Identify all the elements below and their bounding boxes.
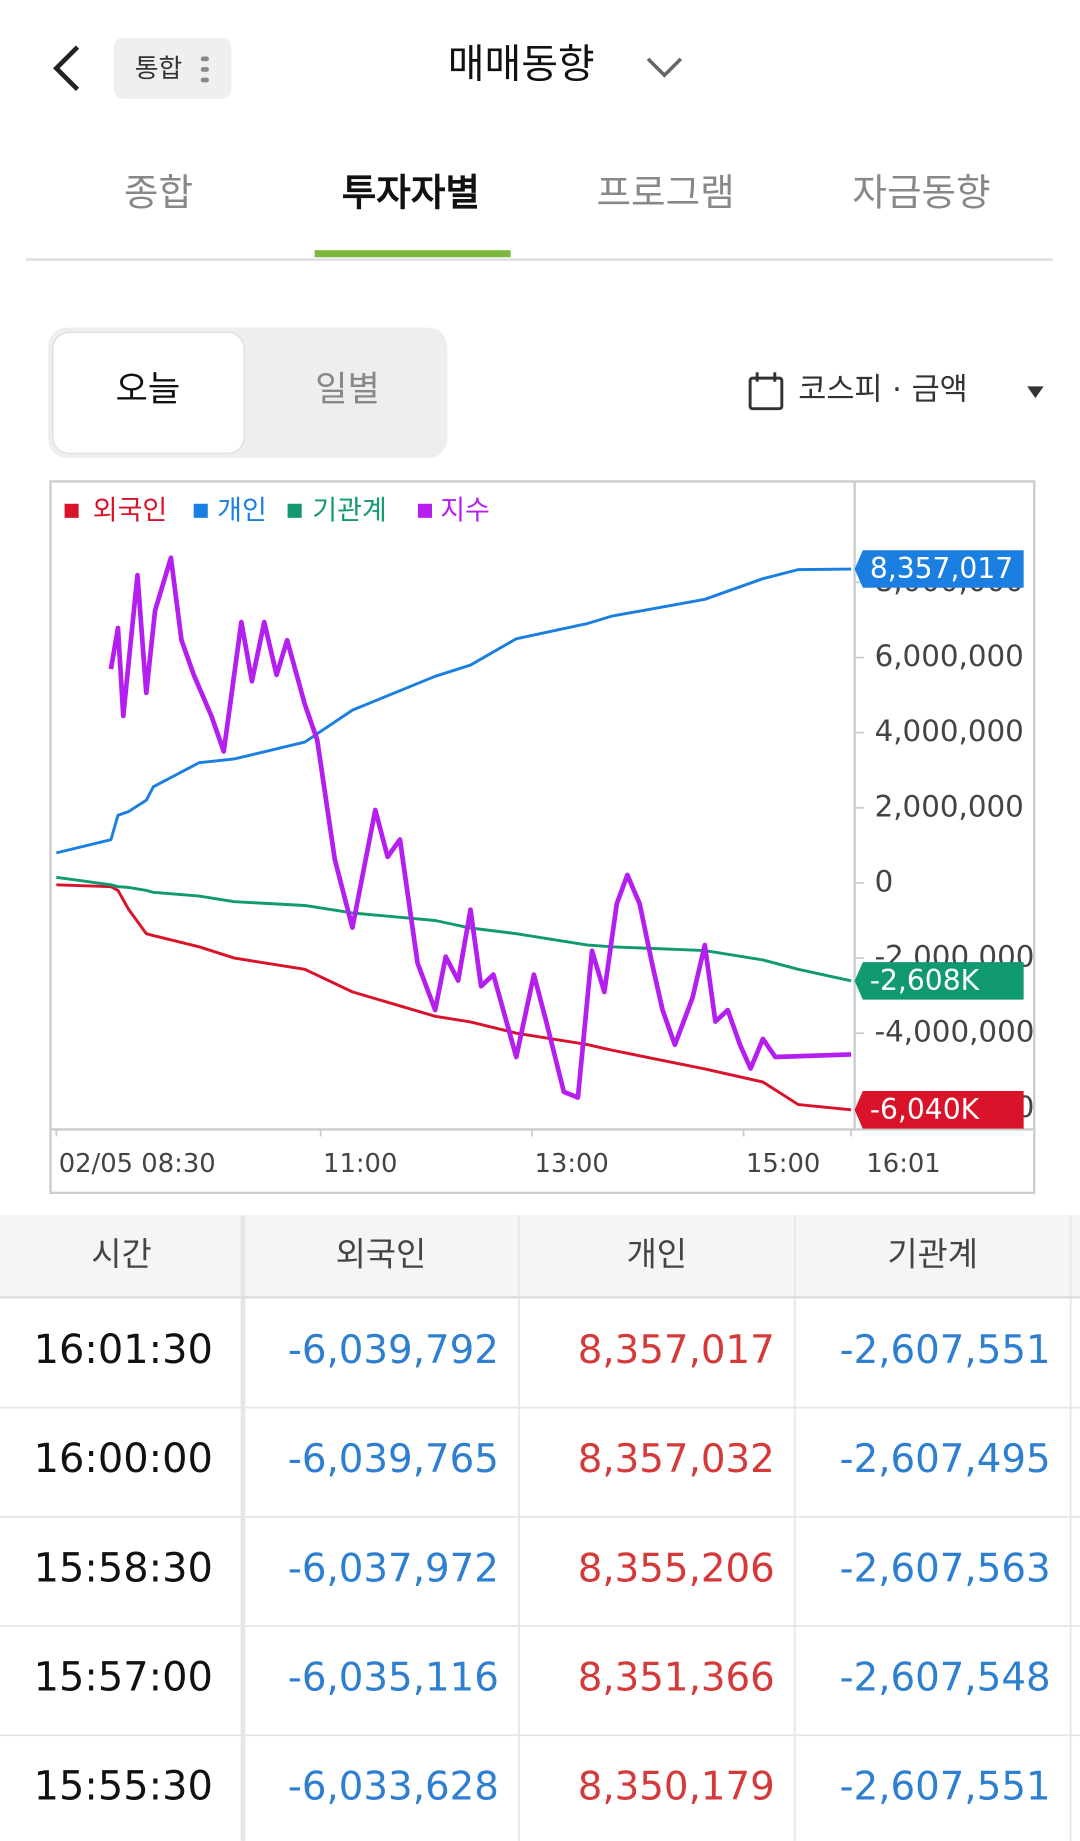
back-button[interactable] bbox=[53, 45, 80, 92]
value-cell: -2,607,548 bbox=[840, 1656, 1051, 1701]
column-header: 기관계 bbox=[887, 1235, 978, 1274]
time-cell: 15:57:00 bbox=[34, 1655, 213, 1701]
end-value-label: 8,357,017 bbox=[870, 552, 1013, 585]
table: 시간 외국인 개인 기관계 16:01:30 -6,039,792 8,357,017 -2,… bbox=[0, 1215, 1080, 1841]
series-line bbox=[56, 883, 852, 1112]
tab-underline bbox=[314, 250, 511, 258]
market-chip-label: 통합 bbox=[135, 54, 183, 84]
x-tick-label: 16:01 bbox=[866, 1149, 940, 1179]
time-cell: 16:01:30 bbox=[34, 1327, 213, 1373]
chart-frame bbox=[49, 480, 1036, 1195]
tab[interactable]: 종합 bbox=[124, 171, 193, 215]
y-tick-label: -4,000,000 bbox=[875, 1015, 1035, 1049]
tab[interactable]: 프로그램 bbox=[597, 171, 735, 215]
value-cell: -6,039,765 bbox=[288, 1437, 499, 1482]
period-options: 오늘 일별 bbox=[116, 369, 380, 410]
x-tick-label: 13:00 bbox=[534, 1149, 608, 1179]
calendar-icon bbox=[748, 372, 784, 411]
value-cell: -2,607,551 bbox=[840, 1328, 1051, 1373]
end-value-label: -6,040K bbox=[870, 1093, 981, 1126]
series-line bbox=[108, 555, 852, 1100]
column-header: 외국인 bbox=[336, 1235, 427, 1274]
market-chip[interactable] bbox=[113, 37, 232, 99]
series-line bbox=[56, 567, 852, 855]
legend-label: 지수 bbox=[440, 495, 490, 526]
selector-arrow[interactable] bbox=[1027, 386, 1044, 399]
chip-dots bbox=[200, 56, 209, 83]
market-selector[interactable]: 코스피 · 금액 bbox=[798, 373, 967, 408]
legend-label: 개인 bbox=[217, 495, 267, 526]
value-cell: -2,607,563 bbox=[840, 1546, 1051, 1591]
column-header: 개인 bbox=[627, 1235, 687, 1274]
column-header: 시간 bbox=[91, 1235, 151, 1274]
legend-label: 기관계 bbox=[312, 495, 387, 526]
value-cell: -6,037,972 bbox=[288, 1546, 499, 1591]
chart: 8,000,0006,000,0004,000,0002,000,0000-2,… bbox=[55, 495, 1035, 1179]
legend-swatch bbox=[193, 503, 208, 518]
end-value-badge bbox=[854, 550, 1024, 588]
value-cell: -6,039,792 bbox=[288, 1328, 499, 1373]
end-value-badge bbox=[854, 962, 1024, 1000]
value-cell: 8,357,017 bbox=[578, 1328, 775, 1373]
value-cell: 8,350,179 bbox=[578, 1765, 775, 1810]
value-cell: -6,035,116 bbox=[288, 1656, 499, 1701]
y-tick-label: 6,000,000 bbox=[875, 639, 1024, 673]
legend-swatch bbox=[417, 503, 432, 518]
legend-swatch bbox=[287, 503, 302, 518]
legend-swatch bbox=[64, 503, 79, 518]
y-tick-label: 4,000,000 bbox=[875, 714, 1024, 748]
value-cell: 8,351,366 bbox=[578, 1656, 775, 1701]
title-dropdown[interactable] bbox=[646, 57, 683, 78]
end-value-label: -2,608K bbox=[870, 964, 981, 997]
value-cell: 8,357,032 bbox=[578, 1437, 775, 1482]
value-cell: -2,607,495 bbox=[840, 1437, 1051, 1482]
period-option[interactable]: 일별 bbox=[315, 369, 380, 410]
time-cell: 15:55:30 bbox=[34, 1764, 213, 1810]
tabs: 종합 투자자별 프로그램 자금동향 bbox=[124, 171, 991, 258]
table-header bbox=[0, 1215, 1080, 1298]
tab[interactable]: 자금동향 bbox=[852, 171, 990, 215]
legend-label: 외국인 bbox=[93, 495, 168, 526]
period-option[interactable]: 오늘 bbox=[116, 369, 181, 410]
period-toggle-selected bbox=[52, 331, 245, 454]
x-tick-label: 02/05 08:30 bbox=[59, 1149, 216, 1179]
x-tick-label: 11:00 bbox=[323, 1149, 397, 1179]
time-cell: 16:00:00 bbox=[34, 1436, 213, 1482]
end-value-badge bbox=[854, 1091, 1024, 1129]
value-cell: -2,607,551 bbox=[840, 1765, 1051, 1810]
page-title: 매매동향 bbox=[448, 42, 595, 88]
tab[interactable]: 투자자별 bbox=[342, 171, 480, 215]
y-tick-label: 0 bbox=[875, 864, 894, 898]
value-cell: -6,033,628 bbox=[288, 1765, 499, 1810]
value-cell: 8,355,206 bbox=[578, 1546, 775, 1591]
x-tick-label: 15:00 bbox=[746, 1149, 820, 1179]
time-cell: 15:58:30 bbox=[34, 1545, 213, 1591]
y-tick-label: 2,000,000 bbox=[875, 789, 1024, 823]
